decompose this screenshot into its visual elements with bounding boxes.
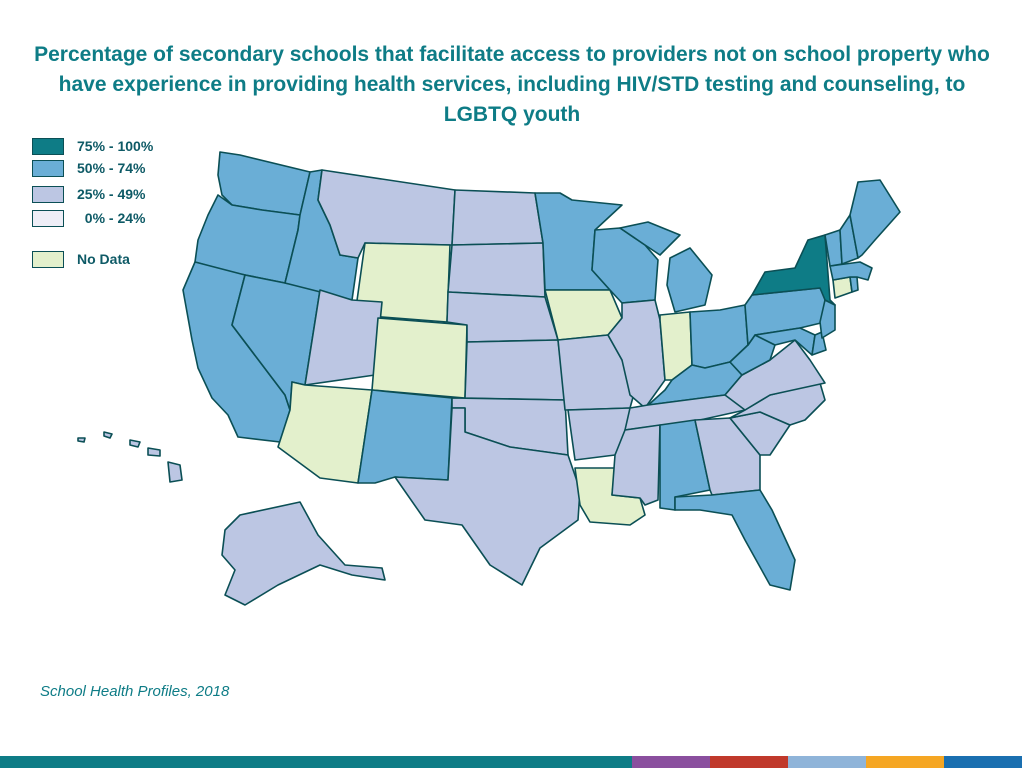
- footer-segment: [0, 756, 158, 768]
- legend-item-no-data: No Data: [32, 250, 202, 270]
- footer-segment: [158, 756, 316, 768]
- legend-item-75-100: 75% - 100%: [32, 137, 202, 157]
- footer-segment: [788, 756, 866, 768]
- state-SD[interactable]: [447, 242, 546, 298]
- legend-swatch-no-data: [32, 251, 64, 268]
- state-NM[interactable]: [357, 389, 453, 484]
- state-NY[interactable]: [751, 234, 836, 306]
- source-citation: School Health Profiles, 2018: [40, 683, 230, 700]
- footer-segment: [474, 756, 632, 768]
- footer-segment: [632, 756, 710, 768]
- legend-item-0-24: 0% - 24%: [32, 209, 202, 229]
- legend-label-50-74: 50% - 74%: [77, 160, 146, 176]
- legend-label-no-data: No Data: [77, 251, 130, 267]
- state-HI[interactable]: [77, 431, 183, 483]
- state-IL[interactable]: [607, 299, 666, 409]
- state-MA[interactable]: [829, 261, 873, 281]
- legend-label-25-49: 25% - 49%: [77, 186, 146, 202]
- state-CO[interactable]: [371, 317, 468, 399]
- legend-item-25-49: 25% - 49%: [32, 185, 202, 205]
- state-TX[interactable]: [394, 407, 581, 586]
- legend-swatch-50-74: [32, 160, 64, 177]
- state-KS[interactable]: [464, 339, 566, 401]
- legend-swatch-75-100: [32, 138, 64, 155]
- legend-swatch-0-24: [32, 210, 64, 227]
- state-AK[interactable]: [221, 501, 386, 606]
- state-ME[interactable]: [849, 179, 901, 259]
- footer-color-bar: [0, 756, 1024, 768]
- map-title: Percentage of secondary schools that fac…: [34, 43, 990, 126]
- footer-segment: [710, 756, 788, 768]
- state-MI[interactable]: [619, 221, 713, 313]
- state-FL[interactable]: [674, 489, 796, 591]
- legend-item-50-74: 50% - 74%: [32, 159, 202, 179]
- legend-label-75-100: 75% - 100%: [77, 138, 154, 154]
- state-AZ[interactable]: [277, 381, 373, 484]
- footer-segment: [316, 756, 474, 768]
- state-ND[interactable]: [451, 189, 544, 246]
- legend-label-0-24: 0% - 24%: [77, 210, 146, 226]
- state-RI[interactable]: [849, 276, 859, 293]
- legend-swatch-25-49: [32, 186, 64, 203]
- footer-segment: [866, 756, 944, 768]
- footer-segment: [944, 756, 1022, 768]
